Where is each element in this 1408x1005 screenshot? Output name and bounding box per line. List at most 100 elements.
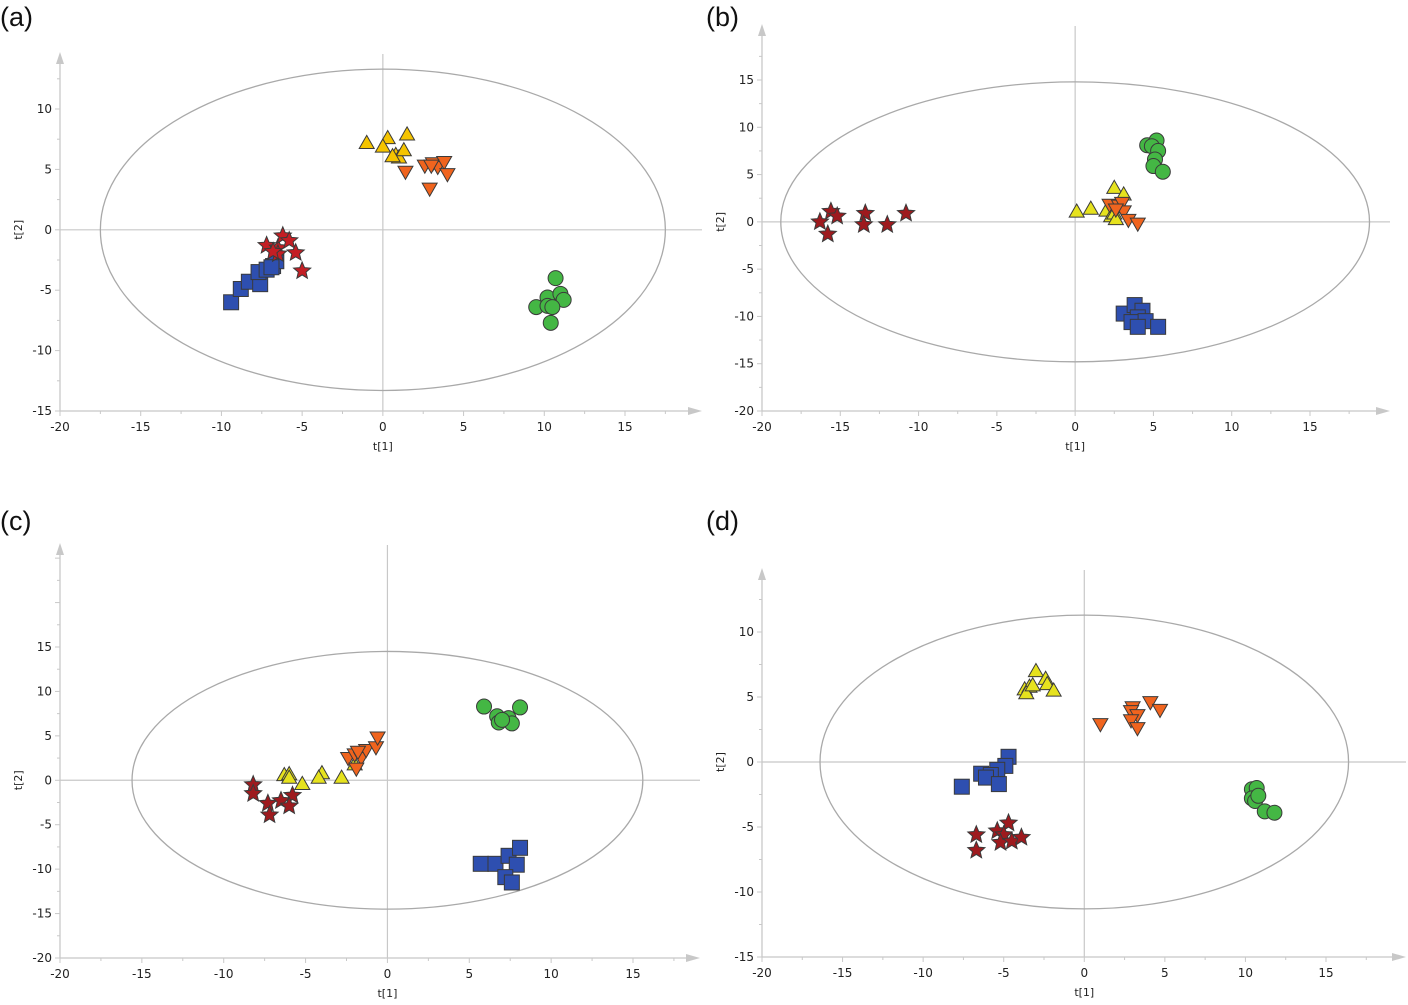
triangle-down-point — [1141, 696, 1159, 711]
x-tick-label: -5 — [300, 967, 312, 981]
plot-area: -20 -15 -10 -5 0 5 10 15 -15 -10 -5 0 5 10 — [734, 568, 1406, 980]
triangle-down-point — [421, 182, 439, 198]
y-tick-label: -15 — [734, 357, 754, 371]
circle-point — [555, 291, 572, 308]
square-point — [223, 294, 240, 311]
star-point — [817, 223, 838, 243]
x-tick-label: 0 — [384, 967, 392, 981]
panel-label: (d) — [706, 506, 739, 536]
series-square — [1115, 297, 1167, 335]
square-point — [503, 874, 520, 891]
triangle-down-point — [1092, 718, 1109, 733]
x-tick-label: 0 — [379, 420, 387, 434]
triangle-up-point — [398, 125, 416, 141]
x-axis-title: t[1] — [1065, 440, 1085, 453]
star-point — [263, 241, 283, 260]
series-triangle-down — [1092, 696, 1169, 737]
circle-point — [512, 699, 529, 716]
triangle-down-point — [422, 159, 440, 175]
square-point — [263, 259, 280, 276]
x-tick-label: 10 — [544, 967, 559, 981]
triangle-down-point — [439, 168, 456, 183]
y-tick-label: 10 — [37, 102, 52, 116]
panel-b: -20 -15 -10 -5 0 5 10 15 -20 -15 -10 -5 0 5 10 15 (b) t… — [706, 2, 1390, 453]
star-point — [1011, 827, 1032, 846]
y-tick-label: -15 — [734, 950, 754, 964]
y-axis-title: t[2] — [714, 212, 727, 232]
series-triangle-down — [339, 731, 386, 778]
square-point — [512, 839, 529, 856]
circle-point — [476, 698, 493, 715]
x-tick-label: 10 — [1224, 420, 1239, 434]
star-point — [855, 202, 876, 222]
x-tick-label: -5 — [998, 966, 1010, 980]
x-tick-label: -15 — [833, 966, 853, 980]
x-axis-title: t[1] — [377, 987, 397, 1000]
square-point — [1150, 318, 1167, 335]
square-point — [472, 855, 489, 872]
triangle-up-point — [384, 147, 401, 163]
star-point — [243, 783, 263, 802]
x-tick-label: 15 — [1318, 966, 1333, 980]
x-tick-label: -15 — [132, 967, 152, 981]
y-tick-label: -10 — [734, 309, 754, 323]
x-axis-arrow-icon — [1376, 407, 1390, 415]
y-axis-arrow-icon — [56, 543, 64, 555]
x-axis-title: t[1] — [1074, 986, 1094, 999]
y-axis-title: t[2] — [714, 752, 727, 772]
series-circle — [528, 270, 572, 331]
triangle-up-point — [1038, 675, 1056, 691]
star-point — [877, 214, 898, 234]
y-tick-label: -5 — [40, 283, 52, 297]
x-tick-label: 15 — [625, 967, 640, 981]
x-tick-label: 5 — [1150, 420, 1158, 434]
y-axis-arrow-icon — [56, 52, 64, 64]
star-point — [279, 230, 300, 250]
x-axis-arrow-icon — [688, 407, 702, 415]
x-tick-label: -10 — [214, 967, 234, 981]
y-tick-label: 5 — [44, 729, 52, 743]
y-axis-arrow-icon — [758, 568, 766, 580]
star-point — [966, 840, 987, 859]
square-point — [990, 776, 1007, 793]
star-point — [966, 824, 987, 844]
star-point — [258, 793, 278, 812]
x-tick-label: -5 — [991, 420, 1003, 434]
x-tick-label: 10 — [537, 420, 552, 434]
triangle-up-point — [1027, 662, 1045, 678]
y-tick-label: -10 — [32, 344, 52, 358]
star-point — [896, 202, 916, 222]
triangle-down-point — [435, 156, 453, 171]
triangle-up-point — [310, 769, 328, 784]
triangle-down-point — [1107, 203, 1125, 219]
confidence-ellipse — [819, 614, 1350, 910]
triangle-down-point — [397, 165, 414, 181]
plot-area: -20 -15 -10 -5 0 5 10 15 -20 -15 -10 -5 0 5 10 15 — [32, 543, 700, 981]
circle-point — [494, 711, 511, 728]
y-tick-label: -5 — [742, 262, 754, 276]
triangle-down-point — [1129, 217, 1147, 233]
y-tick-label: -20 — [32, 951, 52, 965]
y-axis-title: t[2] — [12, 770, 25, 790]
y-tick-label: 10 — [37, 684, 52, 698]
x-tick-label: -20 — [752, 420, 772, 434]
plot-area: -20 -15 -10 -5 0 5 10 15 -15 -10 -5 0 5 10 — [32, 52, 702, 434]
triangle-up-point — [1017, 684, 1035, 700]
y-tick-label: -15 — [32, 404, 52, 418]
panel-label: (a) — [0, 2, 33, 32]
x-tick-label: -10 — [913, 966, 933, 980]
y-tick-label: 0 — [44, 223, 52, 237]
y-tick-label: 10 — [739, 625, 754, 639]
star-point — [259, 804, 280, 824]
y-tick-label: -15 — [32, 907, 52, 921]
series-triangle-down — [1101, 196, 1147, 233]
triangle-up-point — [395, 141, 413, 157]
triangle-up-point — [1105, 179, 1123, 194]
x-tick-label: 0 — [1071, 420, 1079, 434]
y-tick-label: 15 — [37, 640, 52, 654]
x-tick-label: -20 — [752, 966, 772, 980]
triangle-down-point — [1151, 703, 1169, 719]
series-circle — [1139, 132, 1171, 180]
circle-point — [1154, 163, 1171, 180]
panel-label: (b) — [706, 2, 739, 32]
